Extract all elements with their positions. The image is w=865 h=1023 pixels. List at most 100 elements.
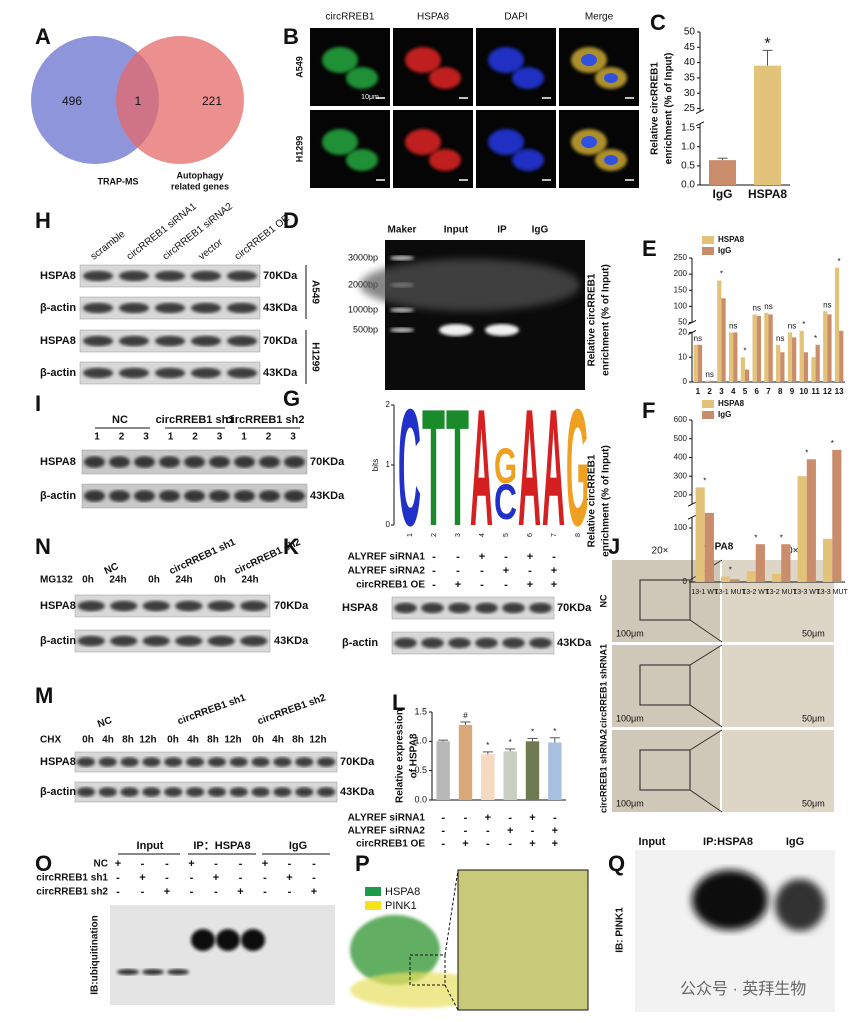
significance: * — [553, 727, 556, 736]
label: 50μm — [802, 798, 825, 808]
blot-band — [207, 757, 227, 767]
legend-swatch — [702, 411, 714, 419]
label: 3 — [290, 432, 296, 443]
legend-swatch — [702, 236, 714, 244]
cell — [405, 129, 441, 155]
zoom-line — [444, 869, 459, 956]
label: + — [507, 825, 513, 837]
blot-band — [82, 335, 114, 347]
cell — [346, 67, 378, 89]
nucleus — [604, 155, 618, 165]
blot-band — [109, 490, 130, 502]
cell — [512, 67, 544, 89]
label: circRREB1 OE — [356, 580, 425, 591]
blot-band — [209, 456, 230, 468]
y-tick-label: 1.5 — [414, 706, 427, 716]
legend-label: HSPA8 — [718, 399, 745, 408]
blot-band — [185, 787, 205, 797]
significance: * — [805, 448, 808, 457]
label: + — [462, 838, 468, 850]
blot-band — [316, 757, 336, 767]
label: - — [432, 579, 436, 591]
label: circRREB1 — [326, 12, 375, 23]
label: 70KDa — [310, 456, 345, 468]
label: + — [529, 838, 535, 850]
blot-band — [295, 757, 314, 767]
label: + — [551, 579, 557, 591]
blot-band — [185, 757, 205, 767]
y-tick-label: 100 — [674, 523, 688, 532]
bar — [754, 65, 781, 185]
blot-band — [175, 600, 203, 612]
blot-band — [226, 335, 258, 347]
bar — [772, 573, 782, 582]
y-tick-label: 0 — [683, 577, 688, 586]
blot-band — [190, 302, 222, 314]
label: 0h — [82, 735, 94, 746]
label: 100μm — [616, 798, 644, 808]
legend-swatch — [702, 400, 714, 408]
label: Input — [444, 225, 469, 236]
blot-band — [84, 490, 105, 502]
label: 24h — [109, 575, 126, 586]
y-tick-label: 1.0 — [681, 141, 695, 152]
label: 0 — [386, 520, 391, 529]
blot-band — [259, 490, 280, 502]
panel-letter: E — [642, 236, 657, 261]
label: + — [262, 858, 268, 870]
label: - — [441, 825, 445, 837]
label: - — [312, 858, 316, 870]
label: 3 — [217, 432, 223, 443]
blot-band — [229, 787, 248, 797]
blot-band — [529, 637, 552, 649]
label: TRAP-MS — [98, 176, 139, 186]
blot-band — [394, 602, 417, 614]
label: Input — [639, 836, 666, 848]
label: 43KDa — [557, 637, 592, 649]
nucleus — [581, 136, 597, 148]
label: 1000bp — [348, 304, 378, 314]
blot-band — [240, 635, 268, 647]
label: - — [288, 858, 292, 870]
label: 2 — [386, 400, 391, 409]
bar — [525, 741, 540, 800]
label: circRREB1 OE — [356, 839, 425, 850]
label: 1 — [407, 533, 414, 537]
label: 7 — [551, 533, 558, 537]
label: 5 — [503, 533, 510, 537]
x-tick-label: 9 — [790, 387, 795, 396]
bar — [764, 312, 769, 382]
blot-membrane — [110, 905, 335, 1005]
label: 2 — [192, 432, 198, 443]
label: β-actin — [40, 490, 76, 502]
y-tick-label: 100 — [674, 301, 688, 310]
label: 43KDa — [263, 302, 298, 314]
label: circRREB1 sh1 — [36, 873, 108, 884]
blot-membrane — [391, 631, 555, 655]
significance: ns — [788, 322, 796, 331]
significance: * — [780, 533, 783, 542]
label: HSPA8 — [342, 602, 378, 614]
zoom-line — [689, 619, 723, 643]
bar — [740, 357, 745, 382]
panel-letter: H — [35, 208, 51, 233]
label: 0h — [148, 575, 160, 586]
bar — [756, 316, 761, 382]
blot-band — [82, 367, 114, 379]
x-tick-label: 6 — [755, 387, 760, 396]
cell — [488, 47, 524, 73]
blot-band — [159, 456, 180, 468]
bar — [803, 352, 809, 382]
bar — [806, 459, 816, 582]
cell — [346, 149, 378, 171]
blot-band — [394, 637, 417, 649]
label: - — [239, 872, 243, 884]
label: 43KDa — [340, 786, 375, 798]
label: - — [141, 886, 145, 898]
logo-letter: G — [494, 438, 517, 494]
blot-band — [184, 490, 205, 502]
label: HSPA8 — [40, 456, 76, 468]
blot-band — [175, 635, 203, 647]
label: IgG — [786, 836, 804, 848]
label: + — [188, 858, 194, 870]
